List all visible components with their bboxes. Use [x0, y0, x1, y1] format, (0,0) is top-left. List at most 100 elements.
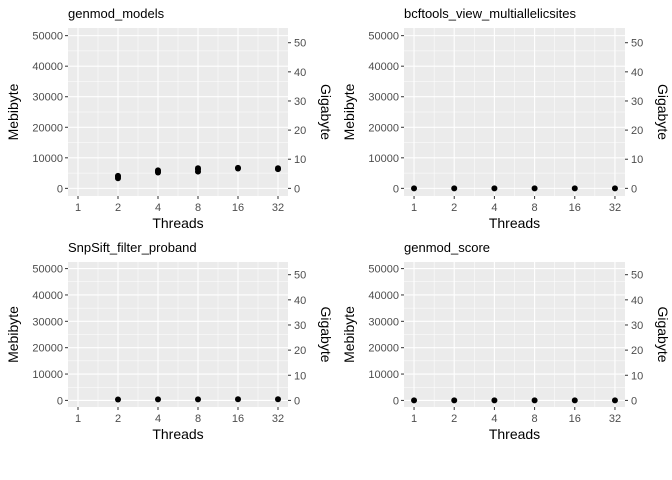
x-axis-title: Threads: [489, 215, 540, 231]
x-tick-label: 8: [532, 202, 538, 214]
y-tick-label: 40000: [368, 290, 399, 302]
data-point: [155, 396, 161, 403]
y2-axis-title: Gigabyte: [318, 306, 334, 362]
x-tick-label: 16: [232, 413, 244, 425]
x-tick-label: 1: [411, 202, 417, 214]
x-tick-label: 16: [569, 202, 581, 214]
y-tick-label: 50000: [32, 31, 63, 43]
data-point: [275, 396, 281, 403]
chart-panel-4: 0 10000 20000 30000 40000 50000 0 10 20 30 40 50 1 2 4…: [341, 240, 671, 442]
y2-tick-label: 40: [631, 295, 643, 307]
x-axis-title: Threads: [152, 426, 203, 442]
y2-tick-label: 50: [631, 270, 643, 282]
x-tick-label: 16: [232, 202, 244, 214]
y2-tick-label: 0: [294, 183, 300, 195]
data-point: [155, 167, 161, 174]
y2-axis-title: Gigabyte: [655, 306, 671, 362]
y2-tick-label: 30: [294, 96, 306, 108]
panel-title: genmod_score: [404, 240, 490, 255]
y2-tick-label: 40: [294, 67, 306, 79]
x-tick-label: 1: [75, 202, 81, 214]
y-axis-title: Mebibyte: [5, 306, 21, 363]
y2-tick-label: 30: [631, 320, 643, 332]
data-point: [571, 397, 578, 404]
y-tick-label: 40000: [32, 290, 63, 302]
y-tick-label: 20000: [32, 343, 63, 355]
data-point: [411, 397, 418, 404]
data-point: [491, 397, 498, 404]
y-tick-label: 0: [57, 183, 63, 195]
y2-tick-label: 50: [294, 270, 306, 282]
x-tick-label: 8: [195, 413, 201, 425]
x-tick-label: 8: [532, 413, 538, 425]
data-point: [491, 185, 498, 192]
y-tick-label: 0: [393, 395, 399, 407]
x-tick-label: 4: [155, 202, 161, 214]
x-tick-label: 2: [115, 413, 121, 425]
y-tick-label: 10000: [32, 369, 63, 381]
y-tick-label: 20000: [368, 343, 399, 355]
y2-axis-title: Gigabyte: [318, 84, 334, 140]
data-point: [275, 165, 281, 172]
data-point: [115, 172, 121, 179]
x-tick-label: 4: [491, 413, 497, 425]
data-point: [235, 164, 241, 171]
x-tick-label: 4: [155, 413, 161, 425]
y2-tick-label: 20: [294, 345, 306, 357]
y-tick-label: 30000: [368, 316, 399, 328]
data-point: [411, 185, 418, 192]
panel-title: SnpSift_filter_proband: [68, 240, 197, 255]
y-tick-label: 50000: [368, 31, 399, 43]
data-point: [115, 396, 121, 403]
y-tick-label: 20000: [368, 122, 399, 134]
data-point: [531, 185, 538, 192]
y2-tick-label: 0: [294, 395, 300, 407]
y2-tick-label: 30: [631, 96, 643, 108]
data-point: [195, 165, 201, 172]
x-tick-label: 32: [272, 413, 284, 425]
x-tick-label: 2: [451, 413, 457, 425]
y2-tick-label: 20: [631, 125, 643, 137]
data-point: [571, 185, 578, 192]
data-point: [531, 397, 538, 404]
y-tick-label: 30000: [368, 92, 399, 104]
x-tick-label: 1: [75, 413, 81, 425]
y-tick-label: 20000: [32, 122, 63, 134]
y2-tick-label: 0: [631, 395, 637, 407]
y2-tick-label: 50: [631, 38, 643, 50]
y2-tick-label: 10: [294, 154, 306, 166]
panel-title: genmod_models: [68, 6, 165, 21]
y2-tick-label: 10: [631, 370, 643, 382]
data-point: [611, 185, 618, 192]
x-tick-label: 4: [491, 202, 497, 214]
y2-tick-label: 30: [294, 320, 306, 332]
y-tick-label: 10000: [368, 153, 399, 165]
y2-tick-label: 20: [294, 125, 306, 137]
x-tick-label: 1: [411, 413, 417, 425]
panel-title: bcftools_view_multiallelicsites: [404, 6, 576, 21]
data-point: [451, 397, 458, 404]
y2-tick-label: 10: [294, 370, 306, 382]
y-axis-title: Mebibyte: [341, 306, 357, 363]
x-tick-label: 16: [569, 413, 581, 425]
y2-tick-label: 50: [294, 38, 306, 50]
x-tick-label: 32: [272, 202, 284, 214]
y-tick-label: 10000: [32, 153, 63, 165]
y-axis-title: Mebibyte: [5, 83, 21, 140]
y2-tick-label: 10: [631, 154, 643, 166]
x-axis-title: Threads: [489, 426, 540, 442]
x-tick-label: 2: [115, 202, 121, 214]
y2-tick-label: 40: [631, 67, 643, 79]
y-tick-label: 50000: [368, 264, 399, 276]
y-tick-label: 50000: [32, 264, 63, 276]
chart-panel-3: 0 10000 20000 30000 40000 50000 0 10 20 30 40 50 1 2 4…: [5, 240, 334, 442]
data-point: [611, 397, 618, 404]
x-tick-label: 8: [195, 202, 201, 214]
x-tick-label: 2: [451, 202, 457, 214]
x-axis-title: Threads: [152, 215, 203, 231]
y2-tick-label: 40: [294, 295, 306, 307]
y2-tick-label: 0: [631, 183, 637, 195]
y-tick-label: 0: [57, 395, 63, 407]
chart-panel-1: 0 10000 20000 30000 40000 50000 0 10 20 30 40 50 1 2 4…: [5, 6, 334, 231]
